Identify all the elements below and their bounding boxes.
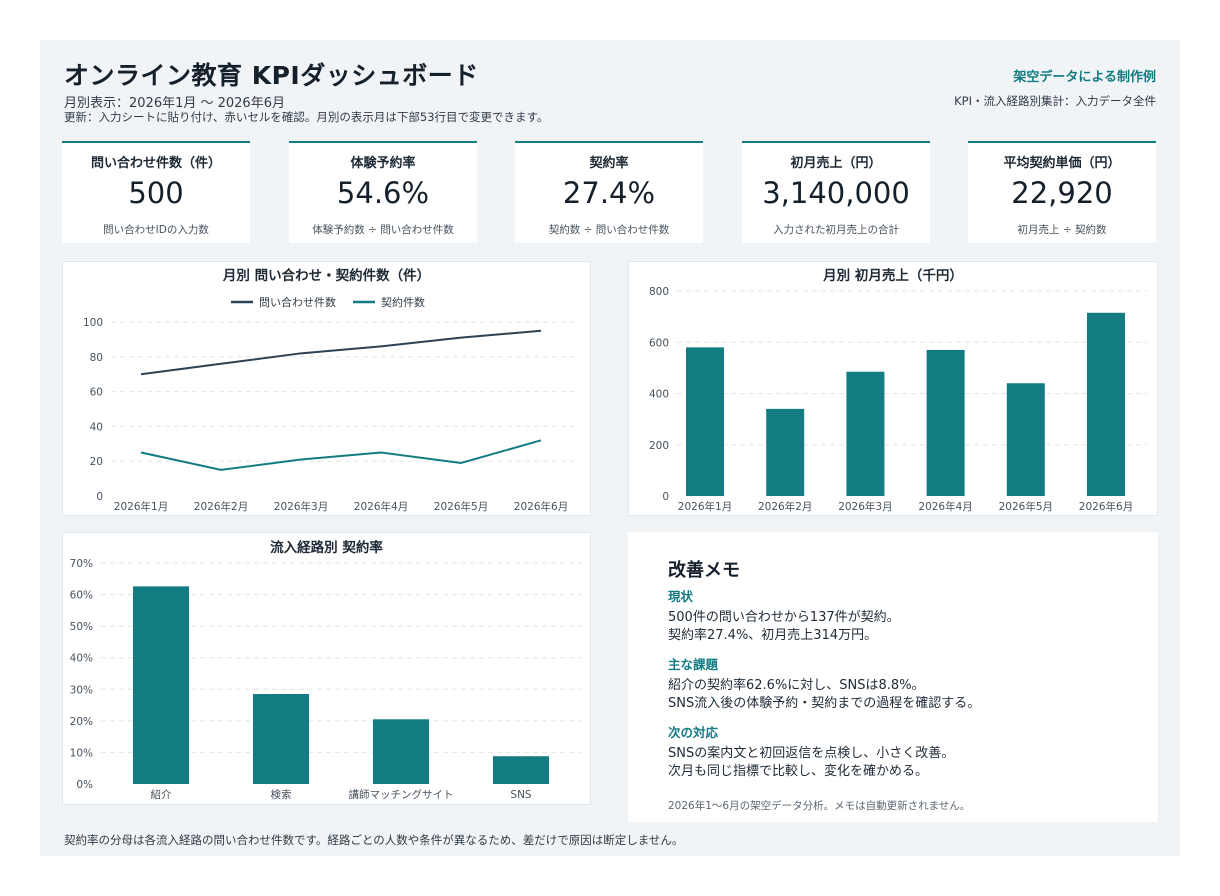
y-tick-label: 10% [70, 747, 93, 759]
y-tick-label: 60% [70, 590, 93, 602]
y-tick-label: 20 [90, 456, 103, 468]
monthly-count-chart: 月別 問い合わせ・契約件数（件） 0 20 40 60 80 100 2026年1月 2026年… [83, 267, 579, 513]
dashboard: オンライン教育 KPIダッシュボード 月別表示：2026年1月 〜 2026年6… [40, 40, 1180, 856]
x-tick-label: 2026年3月 [838, 500, 892, 513]
memo-text: 紹介の契約率62.6%に対し、SNSは8.8%。 [668, 678, 925, 693]
bar [926, 349, 965, 496]
x-tick-label: SNS [510, 789, 532, 801]
kpi-label: 平均契約単価（円） [1003, 156, 1121, 171]
memo-title: 改善メモ [668, 560, 740, 581]
x-tick-label: 2026年4月 [354, 500, 408, 513]
x-tick-label: 検索 [271, 788, 292, 801]
legend-label: 契約件数 [381, 295, 425, 309]
bar [1087, 312, 1125, 496]
kpi-card-trial-rate: 体験予約率 54.6% 体験予約数 ÷ 問い合わせ件数 [289, 141, 477, 243]
x-tick-label: 2026年1月 [678, 500, 732, 513]
series-line [140, 439, 542, 471]
kpi-label: 契約率 [589, 156, 629, 171]
series-line [140, 329, 542, 376]
page-title: オンライン教育 KPIダッシュボード [64, 61, 479, 90]
x-tick-label: 2026年2月 [194, 500, 248, 513]
kpi-value: 3,140,000 [762, 176, 910, 210]
kpi-label: 体験予約率 [350, 156, 416, 171]
y-tick-label: 200 [649, 440, 669, 452]
memo-heading-issues: 主な課題 [668, 657, 719, 672]
bar [1006, 383, 1045, 496]
bar [686, 347, 724, 496]
x-tick-label: 講師マッチングサイト [349, 788, 454, 801]
x-tick-label: 2026年6月 [514, 500, 568, 513]
x-tick-label: 2026年5月 [999, 500, 1053, 513]
kpi-value: 54.6% [336, 176, 430, 210]
chart-title: 流入経路別 契約率 [270, 539, 383, 556]
x-tick-label: 2026年5月 [434, 500, 488, 513]
bar [493, 756, 549, 784]
kpi-card-avg-unit-price: 平均契約単価（円） 22,920 初月売上 ÷ 契約数 [968, 141, 1156, 243]
monthly-sales-panel: 月別 初月売上（千円） 0 200 400 600 800 2026年1月 2026年2月 20… [628, 261, 1158, 516]
x-tick-label: 紹介 [151, 788, 172, 801]
y-tick-label: 40% [70, 653, 93, 665]
bar [766, 408, 805, 496]
memo-heading-next: 次の対応 [668, 725, 719, 740]
y-tick-label: 30% [70, 684, 93, 696]
kpi-value: 22,920 [1011, 176, 1113, 210]
y-tick-label: 800 [649, 286, 669, 298]
bar [253, 694, 309, 784]
period-text: 月別表示：2026年1月 〜 2026年6月 [64, 96, 285, 111]
x-tick-label: 2026年6月 [1079, 500, 1133, 513]
kpi-note: 体験予約数 ÷ 問い合わせ件数 [312, 224, 454, 236]
memo-text: 500件の問い合わせから137件が契約。 [668, 610, 900, 625]
improvement-memo: 改善メモ 現状 500件の問い合わせから137件が契約。 契約率27.4%、初月… [628, 532, 1158, 822]
kpi-card-inquiries: 問い合わせ件数（件） 500 問い合わせIDの入力数 [62, 141, 250, 243]
kpi-label: 問い合わせ件数（件） [90, 156, 221, 171]
memo-text: 契約率27.4%、初月売上314万円。 [668, 628, 878, 643]
bar [846, 371, 885, 496]
y-tick-label: 40 [90, 421, 103, 433]
monthly-sales-chart: 月別 初月売上（千円） 0 200 400 600 800 2026年1月 2026年2月 20… [649, 267, 1147, 513]
memo-text: SNSの案内文と初回返信を点検し、小さく改善。 [668, 746, 955, 761]
y-tick-label: 70% [70, 558, 93, 570]
chart-title: 月別 問い合わせ・契約件数（件） [222, 267, 430, 284]
kpi-note: 問い合わせIDの入力数 [103, 224, 209, 236]
memo-footnote: 2026年1〜6月の架空データ分析。メモは自動更新されません。 [668, 800, 971, 812]
kpi-card-first-month-sales: 初月売上（円） 3,140,000 入力された初月売上の合計 [742, 141, 930, 243]
x-tick-label: 2026年2月 [758, 500, 812, 513]
y-tick-label: 0 [96, 491, 103, 503]
y-tick-label: 0% [76, 779, 93, 791]
kpi-note: 入力された初月売上の合計 [773, 224, 899, 236]
bar [133, 586, 189, 784]
memo-text: SNS流入後の体験予約・契約までの過程を確認する。 [668, 696, 981, 711]
chart-title: 月別 初月売上（千円） [822, 267, 963, 284]
kpi-label: 初月売上（円） [790, 156, 882, 171]
kpi-value: 27.4% [562, 176, 656, 210]
y-tick-label: 400 [649, 389, 669, 401]
kpi-card-contract-rate: 契約率 27.4% 契約数 ÷ 問い合わせ件数 [515, 141, 703, 243]
y-tick-label: 80 [90, 352, 103, 364]
x-tick-label: 2026年1月 [114, 500, 168, 513]
monthly-count-panel: 月別 問い合わせ・契約件数（件） 0 20 40 60 80 100 2026年1月 2026年… [62, 261, 591, 516]
y-tick-label: 20% [70, 716, 93, 728]
channel-rate-panel: 流入経路別 契約率 0% 10% 20% 30% 40% 50% 60% 70% 紹介 検索 講師マッ… [62, 532, 591, 805]
update-note: 更新：入力シートに貼り付け、赤いセルを確認。月別の表示月は下部53行目で変更でき… [64, 110, 549, 124]
example-label: 架空データによる制作例 [1013, 70, 1156, 85]
scope-note: KPI・流入経路別集計：入力データ全件 [954, 94, 1156, 108]
y-tick-label: 600 [649, 337, 669, 349]
channel-rate-chart: 流入経路別 契約率 0% 10% 20% 30% 40% 50% 60% 70% 紹介 検索 講師マッ… [70, 539, 581, 801]
footer-note: 契約率の分母は各流入経路の問い合わせ件数です。経路ごとの人数や条件が異なるため、… [64, 833, 684, 847]
y-tick-label: 0 [662, 491, 669, 503]
y-tick-label: 50% [70, 621, 93, 633]
x-tick-label: 2026年4月 [918, 500, 972, 513]
kpi-value: 500 [128, 176, 184, 210]
memo-heading-status: 現状 [668, 589, 694, 604]
kpi-note: 初月売上 ÷ 契約数 [1017, 224, 1107, 236]
kpi-note: 契約数 ÷ 問い合わせ件数 [548, 224, 670, 236]
memo-text: 次月も同じ指標で比較し、変化を確かめる。 [668, 764, 929, 779]
y-tick-label: 100 [83, 317, 103, 329]
x-tick-label: 2026年3月 [274, 500, 328, 513]
y-tick-label: 60 [90, 387, 103, 399]
bar [373, 719, 429, 784]
legend-label: 問い合わせ件数 [259, 295, 336, 309]
